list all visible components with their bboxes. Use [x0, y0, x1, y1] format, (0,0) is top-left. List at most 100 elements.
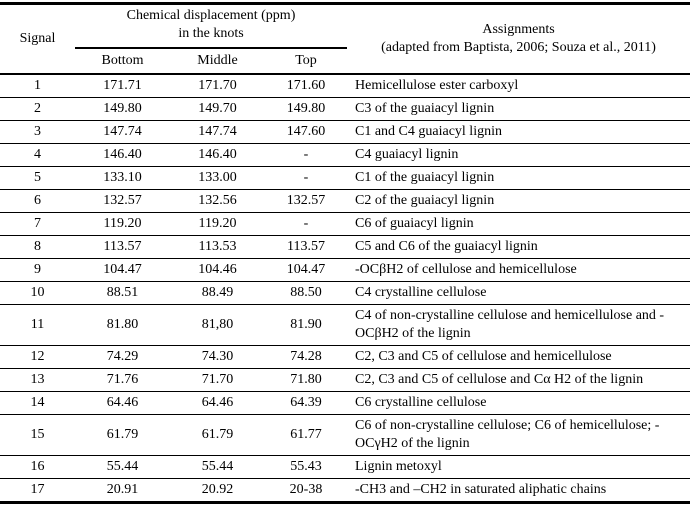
col-header-top: Top: [295, 53, 317, 68]
ppm-bottom-cell: 113.57: [103, 239, 142, 254]
table-row: 17 20.91 20.92 20-38 -CH3 and –CH2 in sa…: [0, 479, 690, 503]
ppm-top-cell: -: [303, 216, 309, 231]
table-row: 12 74.29 74.30 74.28 C2, C3 and C5 of ce…: [0, 346, 690, 369]
signal-cell: 2: [34, 101, 41, 116]
assignment-cell: C2 of the guaiacyl lignin: [355, 193, 495, 208]
table-row: 4 146.40 146.40 - C4 guaiacyl lignin: [0, 144, 690, 167]
ppm-bottom-cell: 104.47: [103, 262, 142, 277]
table-row: 16 55.44 55.44 55.43 Lignin metoxyl: [0, 456, 690, 479]
signal-cell: 16: [30, 459, 45, 474]
assignment-cell: C3 of the guaiacyl lignin: [355, 101, 495, 116]
ppm-top-cell: 71.80: [290, 372, 322, 387]
signal-cell: 5: [34, 170, 41, 185]
ppm-middle-cell: 104.46: [198, 262, 237, 277]
ppm-bottom-cell: 146.40: [103, 147, 142, 162]
table-row: 9 104.47 104.46 104.47 -OCβH2 of cellulo…: [0, 259, 690, 282]
signal-cell: 6: [34, 193, 41, 208]
assignment-cell: C4 guaiacyl lignin: [355, 147, 459, 162]
ppm-middle-cell: 64.46: [201, 395, 234, 410]
ppm-middle-cell: 146.40: [198, 147, 237, 162]
ppm-bottom-cell: 149.80: [103, 101, 142, 116]
ppm-top-cell: 61.77: [290, 427, 322, 442]
ppm-middle-cell: 55.44: [201, 459, 234, 474]
ppm-bottom-cell: 171.71: [103, 78, 142, 93]
ppm-top-cell: -: [303, 170, 309, 185]
ppm-top-cell: -: [303, 147, 309, 162]
ppm-bottom-cell: 147.74: [103, 124, 142, 139]
signal-cell: 12: [30, 349, 45, 364]
signal-cell: 17: [30, 482, 45, 497]
assignment-cell: C2, C3 and C5 of cellulose and hemicellu…: [355, 349, 612, 364]
table-row: 10 88.51 88.49 88.50 C4 crystalline cell…: [0, 282, 690, 305]
ppm-bottom-cell: 119.20: [103, 216, 142, 231]
assignment-cell: -OCβH2 of cellulose and hemicellulose: [355, 262, 577, 277]
ppm-bottom-cell: 132.57: [103, 193, 142, 208]
col-header-signal: Signal: [19, 31, 56, 46]
signal-cell: 9: [34, 262, 41, 277]
ppm-middle-cell: 20.92: [201, 482, 234, 497]
assignment-cell: C1 and C4 guaiacyl lignin: [355, 124, 502, 139]
signal-cell: 1: [34, 78, 41, 93]
table-header: Signal Chemical displacement (ppm) in th…: [0, 3, 690, 74]
ppm-top-cell: 171.60: [286, 78, 326, 93]
signal-cell: 11: [30, 317, 45, 332]
ppm-middle-cell: 147.74: [198, 124, 237, 139]
ppm-top-cell: 147.60: [286, 124, 326, 139]
ppm-bottom-cell: 64.46: [106, 395, 139, 410]
assignment-cell: C4 of non-crystalline cellulose and hemi…: [355, 308, 665, 341]
header-row-group: Signal Chemical displacement (ppm) in th…: [0, 3, 690, 55]
table-row: 14 64.46 64.46 64.39 C6 crystalline cell…: [0, 392, 690, 415]
ppm-middle-cell: 61.79: [201, 427, 234, 442]
ppm-middle-cell: 81,80: [201, 317, 234, 332]
ppm-bottom-cell: 88.51: [106, 285, 139, 300]
signal-cell: 4: [34, 147, 41, 162]
ppm-middle-cell: 74.30: [201, 349, 234, 364]
assignment-cell: C2, C3 and C5 of cellulose and Cα H2 of …: [355, 372, 644, 387]
ppm-bottom-cell: 81.80: [106, 317, 139, 332]
ppm-middle-cell: 71.70: [201, 372, 234, 387]
ppm-top-cell: 88.50: [290, 285, 322, 300]
assignment-cell: C5 and C6 of the guaiacyl lignin: [355, 239, 538, 254]
ppm-middle-cell: 88.49: [201, 285, 234, 300]
table-row: 6 132.57 132.56 132.57 C2 of the guaiacy…: [0, 190, 690, 213]
ppm-bottom-cell: 20.91: [106, 482, 139, 497]
table-row: 13 71.76 71.70 71.80 C2, C3 and C5 of ce…: [0, 369, 690, 392]
ppm-middle-cell: 132.56: [198, 193, 237, 208]
ppm-top-cell: 20-38: [289, 482, 323, 497]
table-row: 3 147.74 147.74 147.60 C1 and C4 guaiacy…: [0, 121, 690, 144]
table-row: 11 81.80 81,80 81.90 C4 of non-crystalli…: [0, 305, 690, 346]
ppm-top-cell: 132.57: [286, 193, 326, 208]
assignment-cell: C1 of the guaiacyl lignin: [355, 170, 495, 185]
ppm-top-cell: 113.57: [287, 239, 325, 254]
col-header-ppm-group: Chemical displacement (ppm) in the knots: [75, 3, 347, 49]
ppm-middle-cell: 133.00: [198, 170, 237, 185]
signal-cell: 7: [34, 216, 41, 231]
ppm-middle-cell: 119.20: [198, 216, 237, 231]
table-row: 1 171.71 171.70 171.60 Hemicellulose est…: [0, 74, 690, 98]
ppm-middle-cell: 149.70: [198, 101, 237, 116]
table-body: 1 171.71 171.70 171.60 Hemicellulose est…: [0, 74, 690, 503]
assignment-cell: Lignin metoxyl: [355, 459, 442, 474]
ppm-bottom-cell: 133.10: [103, 170, 142, 185]
table-row: 8 113.57 113.53 113.57 C5 and C6 of the …: [0, 236, 690, 259]
ppm-group-line2: in the knots: [178, 26, 244, 41]
assignment-cell: C6 of non-crystalline cellulose; C6 of h…: [355, 418, 660, 451]
table-row: 5 133.10 133.00 - C1 of the guaiacyl lig…: [0, 167, 690, 190]
ppm-bottom-cell: 71.76: [106, 372, 139, 387]
signal-cell: 15: [30, 427, 45, 442]
signal-cell: 8: [34, 239, 41, 254]
signal-cell: 13: [30, 372, 45, 387]
ppm-middle-cell: 113.53: [198, 239, 237, 254]
ppm-top-cell: 104.47: [286, 262, 326, 277]
ppm-top-cell: 74.28: [290, 349, 322, 364]
ppm-top-cell: 64.39: [290, 395, 322, 410]
table-row: 7 119.20 119.20 - C6 of guaiacyl lignin: [0, 213, 690, 236]
ppm-top-cell: 81.90: [290, 317, 322, 332]
ppm-top-cell: 55.43: [290, 459, 322, 474]
assignments-source: (adapted from Baptista, 2006; Souza et a…: [381, 40, 656, 55]
signal-cell: 3: [34, 124, 41, 139]
table-row: 15 61.79 61.79 61.77 C6 of non-crystalli…: [0, 415, 690, 456]
assignment-cell: -CH3 and –CH2 in saturated aliphatic cha…: [355, 482, 607, 497]
